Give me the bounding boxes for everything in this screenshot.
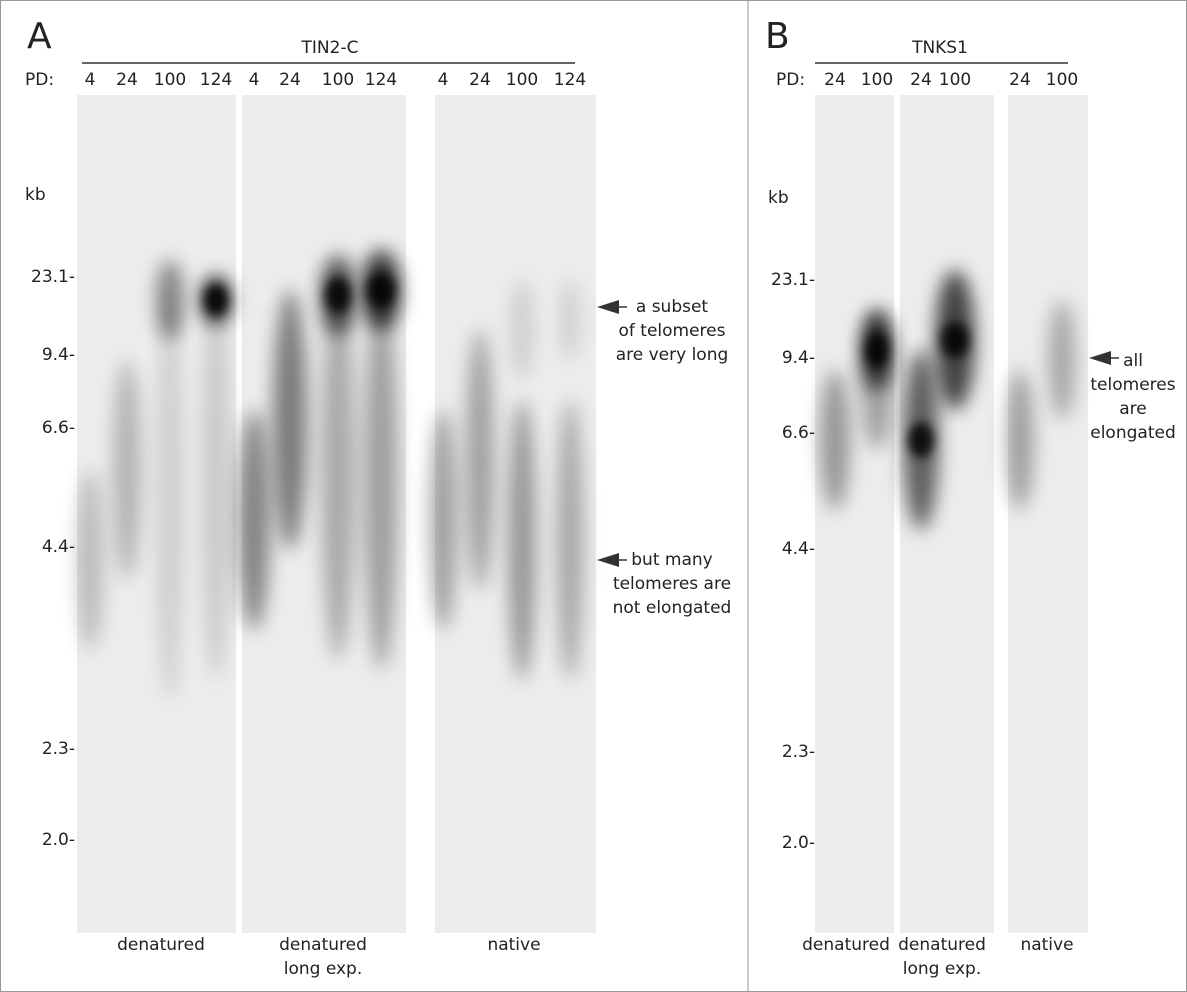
- band-smear: [321, 280, 355, 660]
- size-marker: 2.0-: [42, 830, 75, 850]
- band-smear: [364, 290, 398, 670]
- lane-label: 100: [322, 70, 354, 90]
- header: TIN2-C: [301, 38, 359, 58]
- gel-label: native: [1020, 935, 1073, 955]
- band-core: [908, 422, 934, 458]
- band-smear: [560, 280, 580, 360]
- size-marker: 6.6-: [42, 418, 75, 438]
- band-smear: [1006, 370, 1034, 510]
- pd-label: PD:: [776, 70, 805, 90]
- band-smear: [238, 410, 270, 630]
- band-smear: [202, 280, 230, 680]
- band-smear: [820, 370, 850, 510]
- annotation-line: elongated: [1090, 423, 1175, 443]
- band-smear: [113, 360, 141, 580]
- size-marker: 2.3-: [782, 742, 815, 762]
- annotation-line: of telomeres: [619, 321, 726, 341]
- lane-label: 24: [824, 70, 846, 90]
- annotation-line: all: [1123, 351, 1143, 371]
- header: TNKS1: [911, 38, 968, 58]
- size-marker: 4.4-: [782, 539, 815, 559]
- size-marker: 9.4-: [42, 345, 75, 365]
- lane-label: 100: [939, 70, 971, 90]
- band-smear: [76, 470, 104, 650]
- band-smear: [556, 400, 584, 680]
- band-smear: [429, 410, 457, 630]
- lane-label: 24: [1009, 70, 1031, 90]
- lane-label: 24: [116, 70, 138, 90]
- annotation-line: not elongated: [613, 598, 732, 618]
- panel-letter: A: [27, 16, 52, 57]
- gel-label: native: [487, 935, 540, 955]
- band-smear: [1048, 300, 1076, 420]
- gel-label: long exp.: [284, 959, 363, 979]
- lane-label: 4: [85, 70, 96, 90]
- size-marker: 23.1-: [771, 270, 815, 290]
- lane-label: 124: [200, 70, 232, 90]
- annotation-line: a subset: [636, 297, 709, 317]
- band-smear: [508, 400, 536, 680]
- band-smear: [273, 290, 307, 550]
- annotation-line: but many: [631, 550, 712, 570]
- lane-label: 124: [365, 70, 397, 90]
- lane-label: 4: [438, 70, 449, 90]
- lane-label: 4: [249, 70, 260, 90]
- annotation-line: telomeres: [1090, 375, 1175, 395]
- gel-lane-block: [815, 95, 894, 933]
- gel-label: long exp.: [903, 959, 982, 979]
- band-smear: [466, 330, 494, 590]
- gel-label: denatured: [802, 935, 890, 955]
- size-marker: 2.0-: [782, 833, 815, 853]
- lane-label: 100: [506, 70, 538, 90]
- lane-label: 100: [1046, 70, 1078, 90]
- band-smear: [156, 300, 184, 700]
- kb-label: kb: [768, 188, 789, 208]
- arrow: [1089, 351, 1111, 365]
- arrow: [597, 300, 619, 314]
- band-smear: [510, 280, 534, 380]
- gel-label: denatured: [117, 935, 205, 955]
- lane-label: 24: [469, 70, 491, 90]
- annotation-line: are: [1119, 399, 1147, 419]
- gel-label: denatured: [279, 935, 367, 955]
- lane-label: 24: [910, 70, 932, 90]
- size-marker: 6.6-: [782, 423, 815, 443]
- panel-letter: B: [765, 16, 790, 57]
- gel-label: denatured: [898, 935, 986, 955]
- gel-lane-block: [1008, 95, 1088, 933]
- lane-label: 124: [554, 70, 586, 90]
- band-core: [941, 322, 969, 358]
- arrow: [597, 553, 619, 567]
- lane-label: 100: [861, 70, 893, 90]
- band-smear: [861, 310, 893, 450]
- annotation-line: are very long: [616, 345, 729, 365]
- size-marker: 9.4-: [782, 348, 815, 368]
- annotation-line: telomeres are: [613, 574, 731, 594]
- pd-label: PD:: [25, 70, 54, 90]
- lane-label: 100: [154, 70, 186, 90]
- lane-label: 24: [279, 70, 301, 90]
- kb-label: kb: [25, 185, 46, 205]
- size-marker: 2.3-: [42, 739, 75, 759]
- size-marker: 4.4-: [42, 537, 75, 557]
- size-marker: 23.1-: [31, 267, 75, 287]
